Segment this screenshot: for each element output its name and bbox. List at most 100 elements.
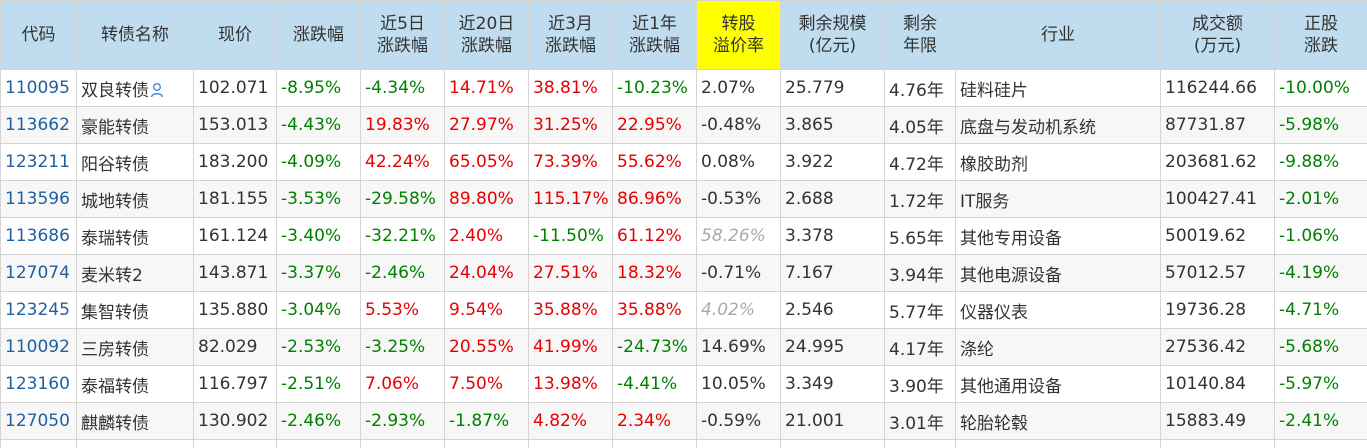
price-cell: 153.013 <box>194 107 277 144</box>
premium-cell: 0.08% <box>697 144 781 181</box>
header-3m[interactable]: 近3月涨跌幅 <box>529 1 613 70</box>
bond-code-cell[interactable]: 113662 <box>1 107 77 144</box>
header-5d[interactable]: 近5日涨跌幅 <box>361 1 445 70</box>
header-name[interactable]: 转债名称 <box>77 1 194 70</box>
change-5d-cell: -29.58% <box>361 181 445 218</box>
header-code[interactable]: 代码 <box>1 1 77 70</box>
bond-code-cell[interactable]: 127074 <box>1 255 77 292</box>
bond-code-cell[interactable]: 113686 <box>1 218 77 255</box>
bond-name-cell[interactable]: 泰瑞转债 <box>77 218 194 255</box>
bond-name-cell[interactable]: 泰福转债 <box>77 366 194 403</box>
scale-cell: 2.546 <box>781 292 885 329</box>
header-industry[interactable]: 行业 <box>956 1 1161 70</box>
price-cell: 143.871 <box>194 255 277 292</box>
price-cell: 161.124 <box>194 218 277 255</box>
turnover-cell: 19736.28 <box>1161 292 1275 329</box>
years-cell: 5.65年 <box>885 218 956 255</box>
industry-cell: 其他通用设备 <box>956 366 1161 403</box>
bond-name-cell[interactable]: 城地转债 <box>77 181 194 218</box>
stock-change-cell: -5.98% <box>1275 107 1367 144</box>
industry-cell: 橡胶助剂 <box>956 144 1161 181</box>
table-filler <box>1 440 1367 448</box>
price-cell: 82.029 <box>194 329 277 366</box>
header-1y[interactable]: 近1年涨跌幅 <box>613 1 697 70</box>
header-price[interactable]: 现价 <box>194 1 277 70</box>
change-5d-cell: 19.83% <box>361 107 445 144</box>
turnover-cell: 57012.57 <box>1161 255 1275 292</box>
price-cell: 183.200 <box>194 144 277 181</box>
change-1y-cell: -24.73% <box>613 329 697 366</box>
header-scale[interactable]: 剩余规模(亿元) <box>781 1 885 70</box>
bond-name-cell[interactable]: 阳谷转债 <box>77 144 194 181</box>
bond-code-cell[interactable]: 127050 <box>1 403 77 440</box>
change-cell: -3.40% <box>277 218 361 255</box>
change-5d-cell: 5.53% <box>361 292 445 329</box>
bond-code-cell[interactable]: 113596 <box>1 181 77 218</box>
bond-name-cell[interactable]: 集智转债 <box>77 292 194 329</box>
bond-code-cell[interactable]: 110092 <box>1 329 77 366</box>
header-change[interactable]: ▲▼涨跌幅 <box>277 1 361 70</box>
scale-cell: 7.167 <box>781 255 885 292</box>
years-cell: 3.90年 <box>885 366 956 403</box>
scale-cell: 2.688 <box>781 181 885 218</box>
header-turnover[interactable]: 成交额(万元) <box>1161 1 1275 70</box>
change-20d-cell: 7.50% <box>445 366 529 403</box>
price-cell: 135.880 <box>194 292 277 329</box>
header-20d[interactable]: 近20日涨跌幅 <box>445 1 529 70</box>
header-premium[interactable]: 转股溢价率 <box>697 1 781 70</box>
bond-code-cell[interactable]: 123160 <box>1 366 77 403</box>
industry-cell: 底盘与发动机系统 <box>956 107 1161 144</box>
premium-cell: -0.59% <box>697 403 781 440</box>
change-cell: -3.53% <box>277 181 361 218</box>
change-20d-cell: 65.05% <box>445 144 529 181</box>
change-3m-cell: 27.51% <box>529 255 613 292</box>
scale-cell: 21.001 <box>781 403 885 440</box>
change-20d-cell: 20.55% <box>445 329 529 366</box>
person-icon[interactable] <box>150 82 164 98</box>
stock-change-cell: -2.01% <box>1275 181 1367 218</box>
premium-cell: 10.05% <box>697 366 781 403</box>
years-cell: 5.77年 <box>885 292 956 329</box>
change-cell: -8.95% <box>277 70 361 107</box>
bond-code-cell[interactable]: 123211 <box>1 144 77 181</box>
change-1y-cell: 55.62% <box>613 144 697 181</box>
change-cell: -4.09% <box>277 144 361 181</box>
change-1y-cell: -4.41% <box>613 366 697 403</box>
bond-name-cell[interactable]: 麦米转2 <box>77 255 194 292</box>
years-cell: 4.76年 <box>885 70 956 107</box>
bond-name-cell[interactable]: 豪能转债 <box>77 107 194 144</box>
header-years[interactable]: 剩余年限 <box>885 1 956 70</box>
turnover-cell: 10140.84 <box>1161 366 1275 403</box>
years-cell: 3.01年 <box>885 403 956 440</box>
premium-cell: 4.02% <box>697 292 781 329</box>
stock-change-cell: -4.71% <box>1275 292 1367 329</box>
bond-code-cell[interactable]: 123245 <box>1 292 77 329</box>
premium-cell: -0.53% <box>697 181 781 218</box>
change-20d-cell: 9.54% <box>445 292 529 329</box>
bond-name-cell[interactable]: 麒麟转债 <box>77 403 194 440</box>
price-cell: 181.155 <box>194 181 277 218</box>
change-3m-cell: 35.88% <box>529 292 613 329</box>
years-cell: 4.05年 <box>885 107 956 144</box>
bond-name-cell[interactable]: 双良转债 <box>77 70 194 107</box>
change-5d-cell: -3.25% <box>361 329 445 366</box>
price-cell: 130.902 <box>194 403 277 440</box>
change-3m-cell: 13.98% <box>529 366 613 403</box>
scale-cell: 3.865 <box>781 107 885 144</box>
header-stock-change[interactable]: 正股涨跌 <box>1275 1 1367 70</box>
change-20d-cell: 14.71% <box>445 70 529 107</box>
bond-code-cell[interactable]: 110095 <box>1 70 77 107</box>
industry-cell: 轮胎轮毂 <box>956 403 1161 440</box>
bond-name-cell[interactable]: 三房转债 <box>77 329 194 366</box>
